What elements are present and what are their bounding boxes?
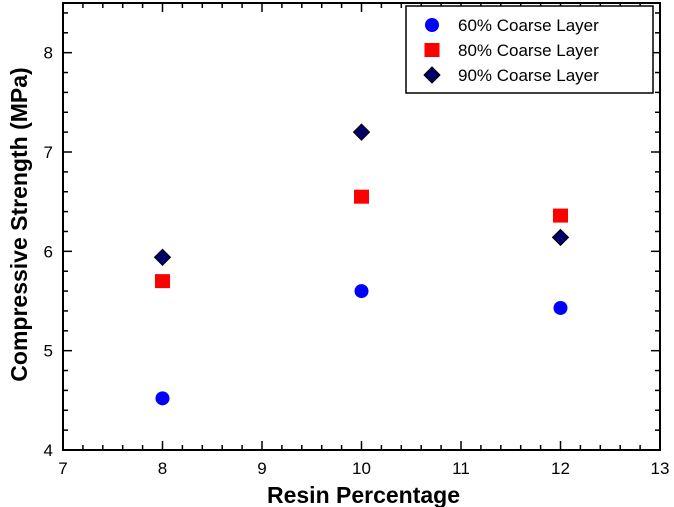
y-tick-label: 5 bbox=[44, 342, 53, 361]
data-point-diamond bbox=[153, 248, 172, 267]
data-point-square bbox=[155, 274, 170, 289]
legend-entry-label: 60% Coarse Layer bbox=[458, 16, 599, 35]
legend-marker-circle bbox=[425, 18, 439, 32]
x-tick-label: 13 bbox=[651, 459, 670, 478]
data-point-diamond bbox=[352, 123, 371, 141]
data-point-circle bbox=[354, 284, 369, 299]
x-tick-label: 12 bbox=[551, 459, 570, 478]
data-point-circle bbox=[155, 391, 170, 406]
y-axis-title: Compressive Strength (MPa) bbox=[6, 67, 32, 381]
x-tick-label: 7 bbox=[58, 459, 67, 478]
data-points bbox=[153, 123, 570, 406]
x-tick-label: 8 bbox=[158, 459, 167, 478]
x-tick-label: 11 bbox=[452, 459, 470, 478]
legend-entry-label: 90% Coarse Layer bbox=[458, 66, 599, 85]
data-point-diamond bbox=[551, 228, 570, 247]
axes: 7 8 9 10 11 12 13 4 5 6 7 8 bbox=[44, 2, 670, 478]
y-tick-label: 4 bbox=[44, 441, 53, 460]
y-tick-label: 6 bbox=[44, 242, 53, 261]
data-point-circle bbox=[553, 300, 568, 315]
legend-marker-square bbox=[424, 43, 440, 57]
data-point-square bbox=[553, 208, 568, 223]
x-tick-label: 9 bbox=[257, 459, 266, 478]
y-tick-label: 8 bbox=[44, 44, 53, 63]
legend-entry-label: 80% Coarse Layer bbox=[458, 41, 599, 60]
data-point-square bbox=[354, 189, 369, 204]
x-axis-title: Resin Percentage bbox=[267, 482, 460, 507]
x-tick-label: 10 bbox=[352, 459, 371, 478]
legend-box bbox=[405, 5, 654, 94]
y-tick-label: 7 bbox=[44, 143, 53, 162]
legend: 60% Coarse Layer 80% Coarse Layer 90% Coar… bbox=[405, 5, 654, 94]
legend-marker-diamond bbox=[423, 66, 441, 84]
